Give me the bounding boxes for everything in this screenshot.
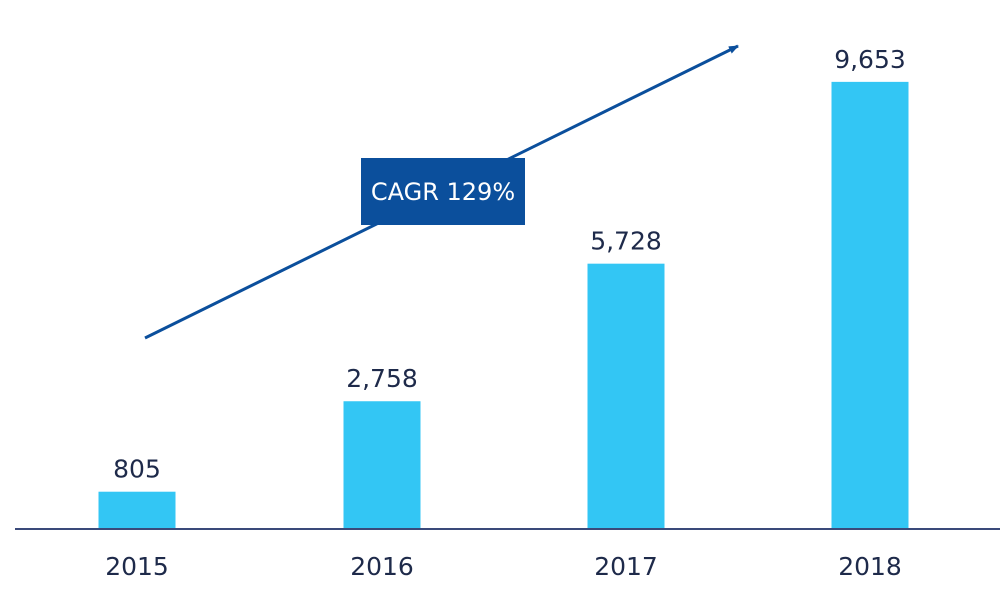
x-tick-label-2018: 2018 [838, 552, 902, 581]
value-label-2017: 5,728 [590, 227, 662, 256]
cagr-annotation-box [361, 158, 525, 225]
value-labels-layer: 805 2,758 5,728 9,653 [113, 45, 906, 484]
x-tick-labels-layer: 2015 2016 2017 2018 [105, 552, 902, 581]
value-label-2016: 2,758 [346, 364, 418, 393]
bar-2015 [98, 491, 176, 529]
x-tick-label-2015: 2015 [105, 552, 169, 581]
bar-2018 [831, 81, 909, 529]
bar-2016 [343, 401, 421, 529]
cagr-annotation-text: CAGR 129% [371, 178, 515, 206]
value-label-2015: 805 [113, 455, 161, 484]
bars-layer [98, 81, 909, 529]
bar-2017 [587, 263, 665, 529]
x-tick-label-2016: 2016 [350, 552, 414, 581]
value-label-2018: 9,653 [834, 45, 906, 74]
x-tick-label-2017: 2017 [594, 552, 658, 581]
